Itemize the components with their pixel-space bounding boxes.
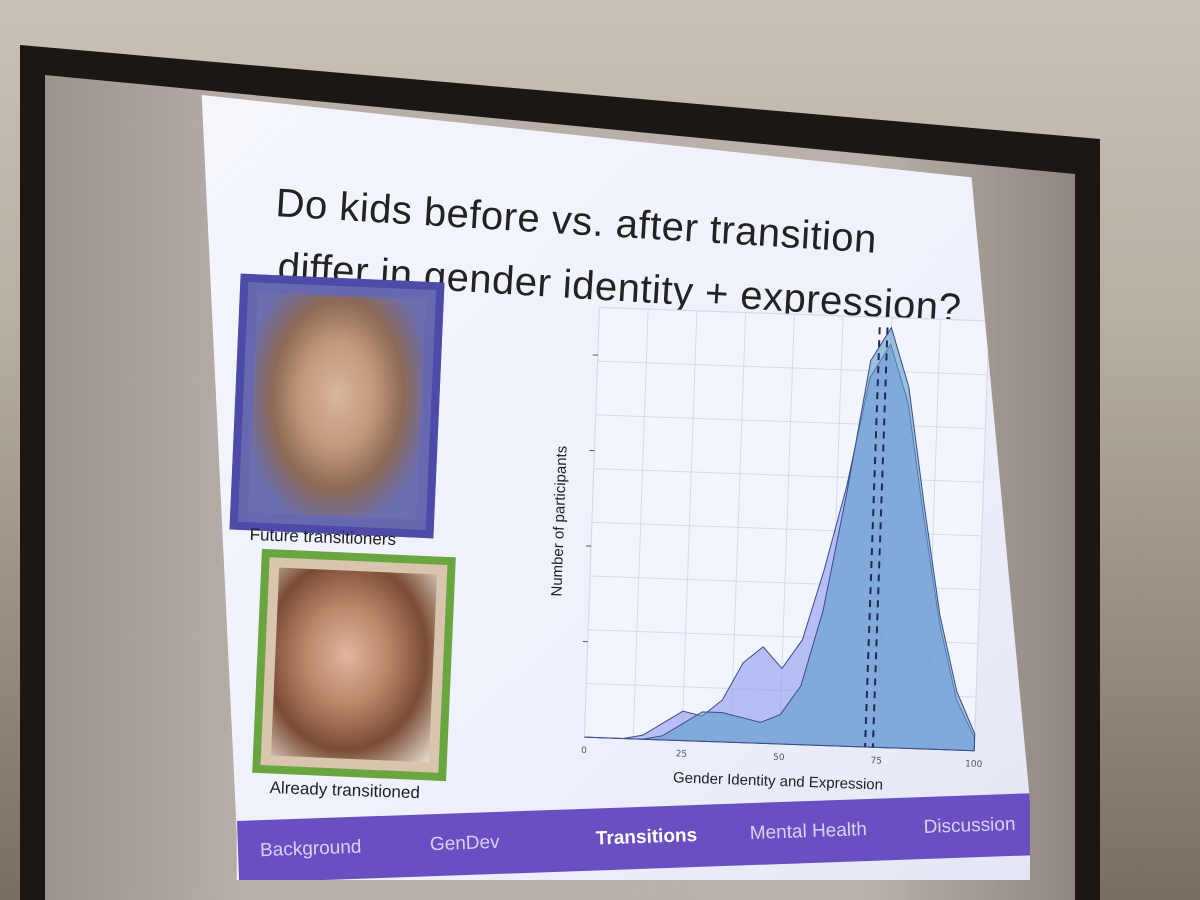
nav-item-background[interactable]: Background (259, 836, 362, 862)
x-tick-label: 50 (773, 753, 785, 763)
y-axis-label: Number of participants (548, 445, 570, 596)
nav-item-gendev[interactable]: GenDev (429, 831, 500, 856)
mean-line-series-1 (864, 327, 881, 748)
photo1-caption: Future transitioners (249, 525, 397, 550)
x-tick-label: 100 (965, 759, 983, 770)
nav-item-transitions[interactable]: Transitions (595, 824, 698, 850)
slide-title-line-1: Do kids before vs. after transition (274, 181, 879, 262)
nav-item-mental-health[interactable]: Mental Health (749, 819, 868, 845)
photo2-caption: Already transitioned (269, 778, 421, 803)
grid-line (599, 306, 990, 322)
future-transitioner-photo (229, 273, 445, 539)
mean-line-series-2 (871, 327, 889, 748)
nav-item-discussion[interactable]: Discussion (923, 813, 1016, 839)
x-axis-label: Gender Identity and Expression (673, 769, 884, 793)
x-tick-label: 25 (675, 749, 687, 759)
x-tick-label: 75 (870, 756, 882, 766)
grid-line (595, 414, 986, 429)
presentation-slide: Do kids before vs. after transition diff… (201, 95, 1030, 880)
child-portrait-image (248, 292, 426, 520)
already-transitioned-photo (252, 548, 456, 782)
x-tick-label: 0 (581, 746, 587, 756)
grid-line (597, 360, 988, 376)
child-portrait-image (270, 567, 438, 763)
density-chart: 0 25 50 75 100 Gender Identity and Expression… (548, 306, 990, 794)
